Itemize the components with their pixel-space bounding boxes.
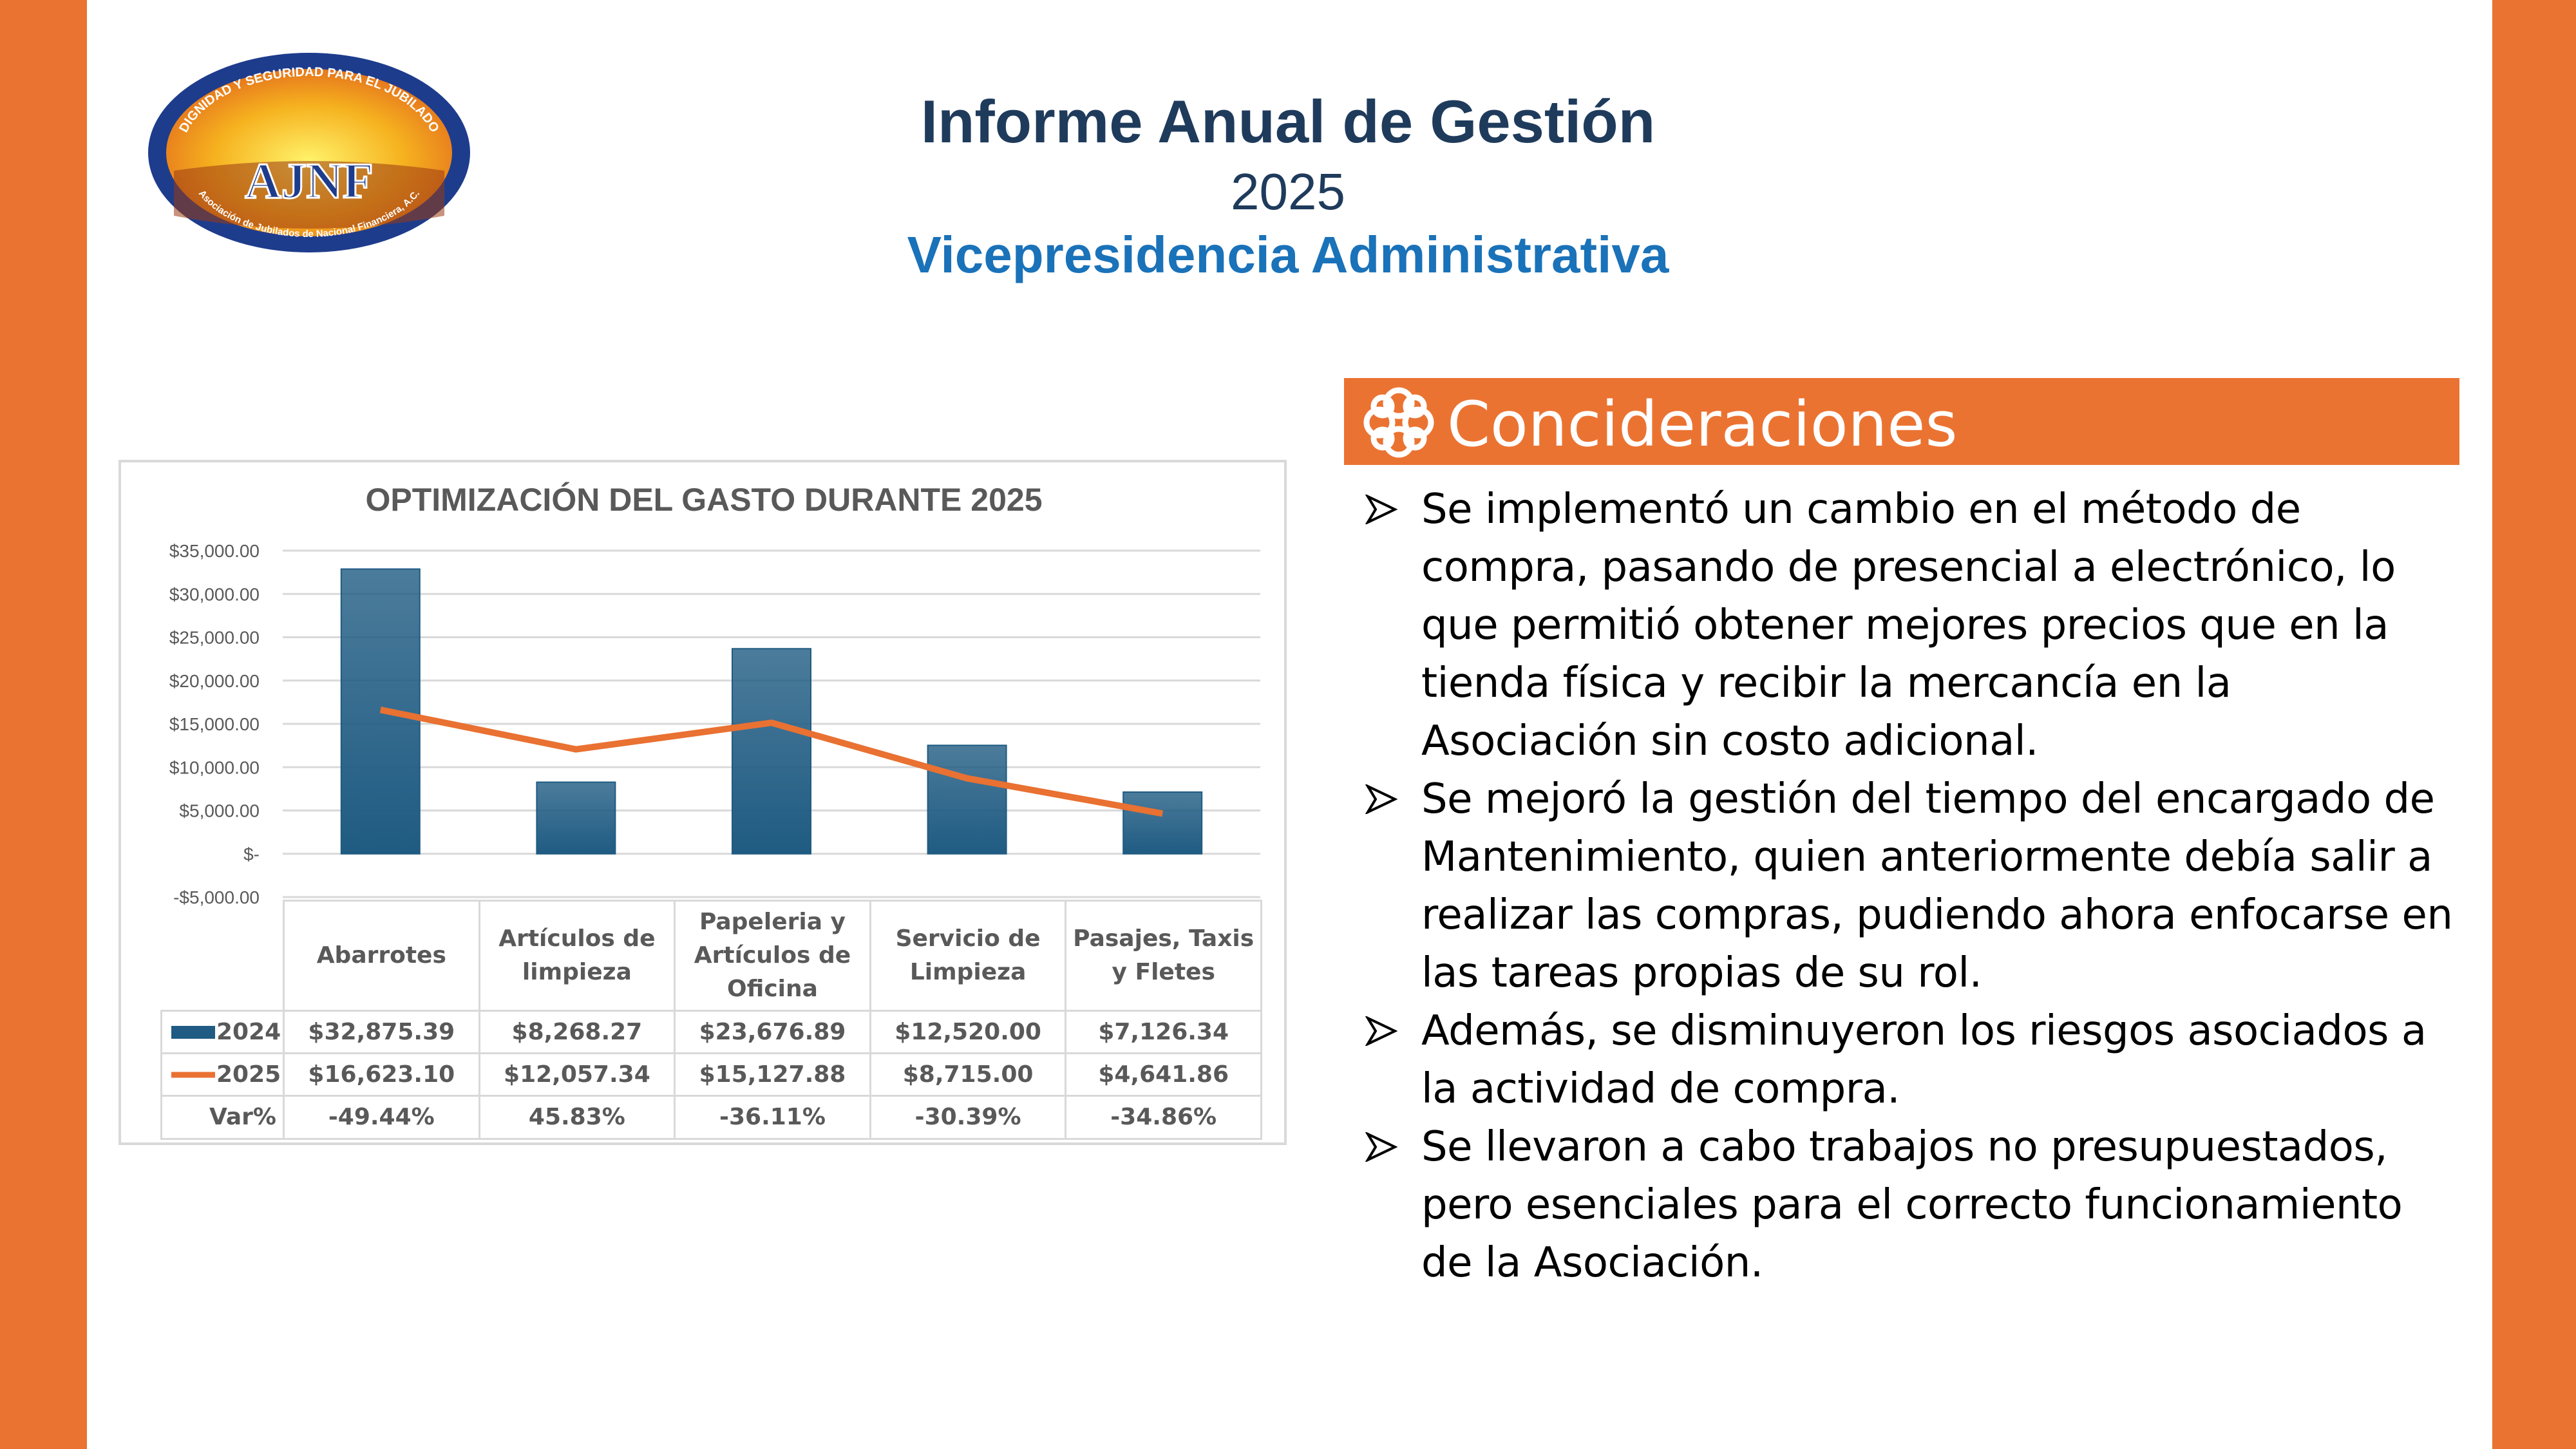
consideration-text: Se llevaron a cabo trabajos no presupues… — [1421, 1123, 2403, 1287]
variation-label: Var% — [160, 1095, 285, 1140]
legend-swatch — [171, 1025, 215, 1039]
legend-entry: 2024 — [160, 1010, 285, 1054]
bar — [927, 744, 1007, 855]
logo-text: AJNF — [245, 153, 373, 209]
table-value: $8,268.27 — [478, 1010, 676, 1054]
bullet-arrow — [1365, 1016, 1397, 1046]
x-tick-label: Servicio de Limpieza — [869, 900, 1067, 1012]
table-value: $12,057.34 — [478, 1052, 676, 1097]
consideration-item: Se mejoró la gestión del tiempo del enca… — [1352, 770, 2460, 1002]
y-tick-label: $10,000.00 — [169, 757, 260, 777]
bullet-arrow-shape — [1365, 1016, 1397, 1046]
table-value: $4,641.86 — [1065, 1052, 1262, 1097]
legend-swatch — [171, 1072, 215, 1077]
y-tick-label: $5,000.00 — [179, 801, 260, 821]
table-value: $32,875.39 — [283, 1010, 480, 1054]
side-band — [2492, 0, 2576, 1449]
bar — [732, 648, 811, 855]
chart-plot: OPTIMIZACIÓN DEL GASTO DURANTE 2025 -$5,0… — [169, 482, 1260, 907]
logo: DIGNIDAD Y SEGURIDAD PARA EL JUBILADO As… — [148, 53, 470, 252]
y-tick-label: $15,000.00 — [169, 714, 260, 734]
table-value: $8,715.00 — [869, 1052, 1067, 1097]
bullet-arrow-shape — [1365, 495, 1397, 524]
consideration-item: Se implementó un cambio en el método de … — [1352, 480, 2460, 770]
year: 2025 — [1231, 163, 1345, 220]
x-tick-label: Artículos de limpieza — [478, 900, 676, 1012]
bullet-arrow — [1365, 495, 1397, 524]
bar — [1122, 791, 1203, 855]
y-tick-label: $35,000.00 — [169, 541, 260, 561]
bullet-arrow-shape — [1365, 1132, 1397, 1162]
bullet-arrow — [1365, 1132, 1397, 1162]
consideration-text: Además, se disminuyeron los riesgos asoc… — [1421, 1007, 2427, 1113]
subtitle: Vicepresidencia Administrativa — [907, 226, 1669, 283]
chart-title: OPTIMIZACIÓN DEL GASTO DURANTE 2025 — [365, 482, 1042, 518]
variation-value: -30.39% — [869, 1095, 1067, 1140]
line — [379, 706, 1164, 817]
title: Informe Anual de Gestión — [920, 88, 1656, 155]
table-value: $23,676.89 — [674, 1010, 871, 1054]
x-tick-label: Abarrotes — [283, 900, 480, 1012]
variation-value: 45.83% — [478, 1095, 676, 1140]
considerations-list: Se implementó un cambio en el método de … — [1352, 480, 2460, 1292]
legend-label: 2024 — [216, 1018, 281, 1045]
legend-entry: 2025 — [160, 1052, 285, 1097]
y-tick-label: $25,000.00 — [169, 628, 260, 648]
table-value: $16,623.10 — [283, 1052, 480, 1097]
logo-ground — [174, 161, 444, 229]
legend-bar — [171, 1025, 215, 1039]
variation-value: -36.11% — [674, 1095, 871, 1140]
banner-title: Concideraciones — [1447, 388, 1958, 460]
table-value: $15,127.88 — [674, 1052, 871, 1097]
chart: OPTIMIZACIÓN DEL GASTO DURANTE 2025 -$5,0… — [118, 460, 1287, 1145]
y-tick-label: $- — [243, 844, 260, 864]
consideration-text: Se mejoró la gestión del tiempo del enca… — [1421, 775, 2453, 997]
variation-value: -49.44% — [283, 1095, 480, 1140]
legend-label: 2025 — [216, 1061, 281, 1088]
banner: Concideraciones — [1344, 378, 2459, 465]
consideration-item: Además, se disminuyeron los riesgos asoc… — [1352, 1002, 2460, 1118]
table-value: $7,126.34 — [1065, 1010, 1262, 1054]
table-value: $12,520.00 — [869, 1010, 1067, 1054]
consideration-item: Se llevaron a cabo trabajos no presupues… — [1352, 1118, 2460, 1292]
variation-value: -34.86% — [1065, 1095, 1262, 1140]
bar — [536, 781, 616, 855]
banner-icon — [1363, 387, 1434, 458]
x-tick-label: Papeleria y Artículos de Oficina — [674, 900, 871, 1012]
side-band — [0, 0, 87, 1449]
y-tick-label: $30,000.00 — [169, 584, 260, 604]
bullet-arrow-shape — [1365, 784, 1397, 814]
consideration-text: Se implementó un cambio en el método de … — [1421, 486, 2396, 765]
x-tick-label: Pasajes, Taxis y Fletes — [1065, 900, 1262, 1012]
y-tick-label: -$5,000.00 — [173, 887, 260, 907]
bullet-arrow — [1365, 784, 1397, 814]
y-tick-label: $20,000.00 — [169, 671, 260, 691]
